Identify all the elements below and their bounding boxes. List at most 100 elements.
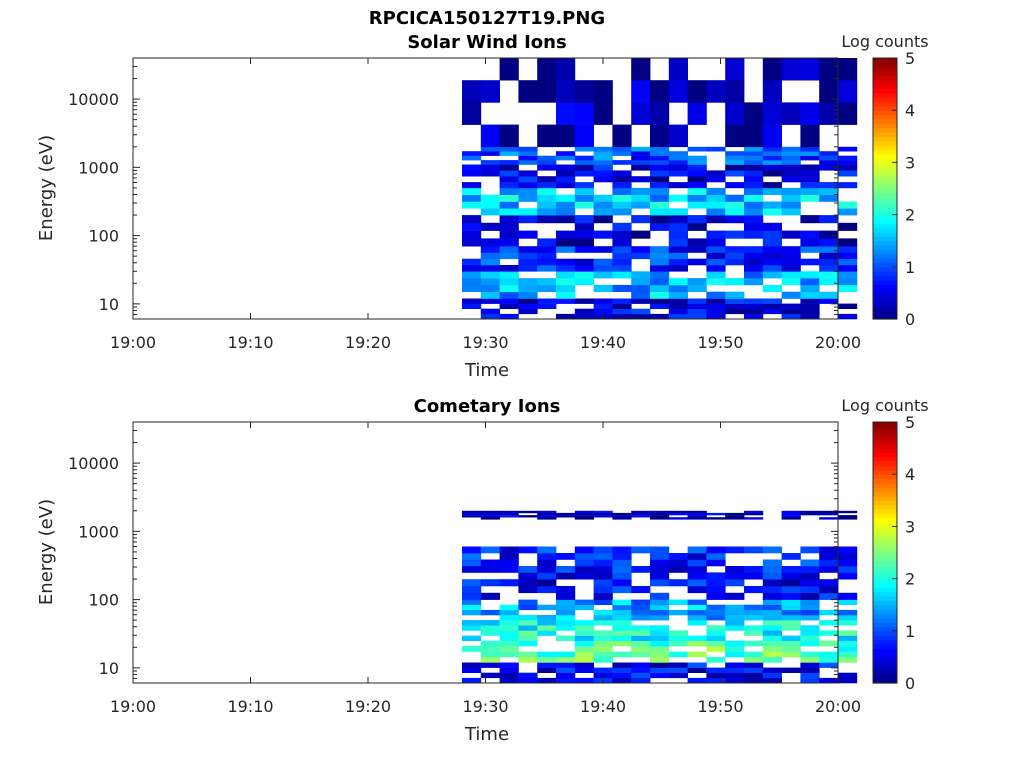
spectrogram-cell <box>706 579 726 587</box>
spectrogram-cell <box>800 559 820 567</box>
spectrogram-cell <box>499 160 519 165</box>
spectrogram-cell <box>537 651 557 658</box>
spectrogram-cell <box>537 586 557 594</box>
spectrogram-cell <box>499 566 519 573</box>
spectrogram-cell <box>668 252 688 260</box>
spectrogram-cell <box>838 303 858 309</box>
spectrogram-cell <box>800 291 820 299</box>
spectrogram-cell <box>612 620 632 626</box>
spectrogram-cell <box>725 252 745 260</box>
colorbar-tick-label: 1 <box>905 258 915 277</box>
spectrogram-cell <box>800 546 820 554</box>
spectrogram-cell <box>725 278 745 286</box>
spectrogram-cell <box>480 151 500 156</box>
spectrogram-cell <box>556 80 576 103</box>
spectrogram-cell <box>499 579 519 587</box>
spectrogram-cell <box>593 194 613 202</box>
spectrogram-cell <box>650 155 670 161</box>
spectrogram-cell <box>574 246 594 253</box>
spectrogram-cell <box>631 313 651 320</box>
spectrogram-cell <box>574 124 594 148</box>
spectrogram-cell <box>668 151 688 156</box>
spectrogram-cell <box>631 246 651 253</box>
colorbar-segment <box>873 310 897 316</box>
spectrogram-cell <box>650 124 670 148</box>
spectrogram-cell <box>687 308 707 315</box>
spectrogram-cell <box>593 201 613 209</box>
spectrogram-cell <box>725 609 745 616</box>
spectrogram-cell <box>462 194 482 202</box>
spectrogram-cell <box>762 586 782 594</box>
spectrogram-cell <box>593 215 613 224</box>
spectrogram-cell <box>762 124 782 148</box>
spectrogram-cell <box>499 640 519 647</box>
spectrogram-cell <box>650 258 670 266</box>
colorbar-segment <box>873 661 897 667</box>
colorbar-tick-label: 5 <box>905 49 915 68</box>
spectrogram-cell <box>687 146 707 152</box>
colorbar-segment <box>873 171 897 177</box>
spectrogram-cell <box>706 512 726 516</box>
colorbar-segment <box>873 648 897 654</box>
spectrogram-cell <box>650 657 670 663</box>
spectrogram-cell <box>612 238 632 247</box>
spectrogram-cell <box>499 208 519 216</box>
spectrogram-cell <box>574 566 594 573</box>
spectrogram-cell <box>574 625 594 631</box>
colorbar-segment <box>873 205 897 211</box>
y-tick-label: 10 <box>99 295 119 314</box>
spectrogram-cell <box>725 604 745 611</box>
spectrogram-cell <box>556 246 576 253</box>
spectrogram-cell <box>819 151 839 156</box>
spectrogram-cell <box>706 604 726 611</box>
spectrogram-cell <box>725 170 745 177</box>
spectrogram-cell <box>687 662 707 668</box>
spectrogram-cell <box>612 559 632 567</box>
spectrogram-cell <box>725 230 745 239</box>
colorbar-segment <box>873 635 897 641</box>
spectrogram-cell <box>612 176 632 183</box>
spectrogram-cell <box>781 194 801 202</box>
spectrogram-cell <box>499 609 519 616</box>
spectrogram-cell <box>462 151 482 156</box>
spectrogram-cell <box>706 170 726 177</box>
spectrogram-cell <box>631 160 651 165</box>
spectrogram-cell <box>612 284 632 292</box>
spectrogram-cell <box>725 566 745 573</box>
spectrogram-cell <box>838 238 858 247</box>
spectrogram-cell <box>744 662 764 668</box>
spectrogram-cell <box>744 640 764 647</box>
spectrogram-cell <box>480 620 500 626</box>
spectrogram-cell <box>800 609 820 616</box>
spectrogram-cell <box>800 651 820 658</box>
spectrogram-cell <box>819 230 839 239</box>
x-tick-label: 19:50 <box>697 697 743 716</box>
spectrogram-cell <box>800 640 820 647</box>
spectrogram-cell <box>725 246 745 253</box>
spectrogram-cell <box>781 620 801 626</box>
spectrogram-cell <box>668 579 688 587</box>
spectrogram-cell <box>499 151 519 156</box>
colorbar-segment <box>873 166 897 172</box>
spectrogram-cell <box>462 215 482 224</box>
solar-wind-panel: Solar Wind Ions 19:00 19:10 19:20 19:30 19:4… <box>36 32 929 381</box>
spectrogram-cell <box>593 559 613 567</box>
spectrogram-cell <box>574 164 594 171</box>
spectrogram-cell <box>612 572 632 580</box>
spectrogram-cell <box>744 146 764 152</box>
spectrogram-cell <box>462 559 482 567</box>
spectrogram-cell <box>612 124 632 148</box>
spectrogram-cell <box>631 515 651 518</box>
spectrogram-cell <box>800 313 820 320</box>
spectrogram-cell <box>499 194 519 202</box>
spectrogram-cell <box>574 222 594 231</box>
spectrogram-cell <box>556 201 576 209</box>
spectrogram-cell <box>800 238 820 247</box>
spectrogram-cell <box>650 246 670 253</box>
spectrogram-cell <box>518 176 538 183</box>
spectrogram-cell <box>725 215 745 224</box>
spectrogram-cell <box>800 194 820 202</box>
spectrogram-cell <box>499 303 519 309</box>
colorbar-segment <box>873 175 897 181</box>
spectrogram-cell <box>819 155 839 161</box>
